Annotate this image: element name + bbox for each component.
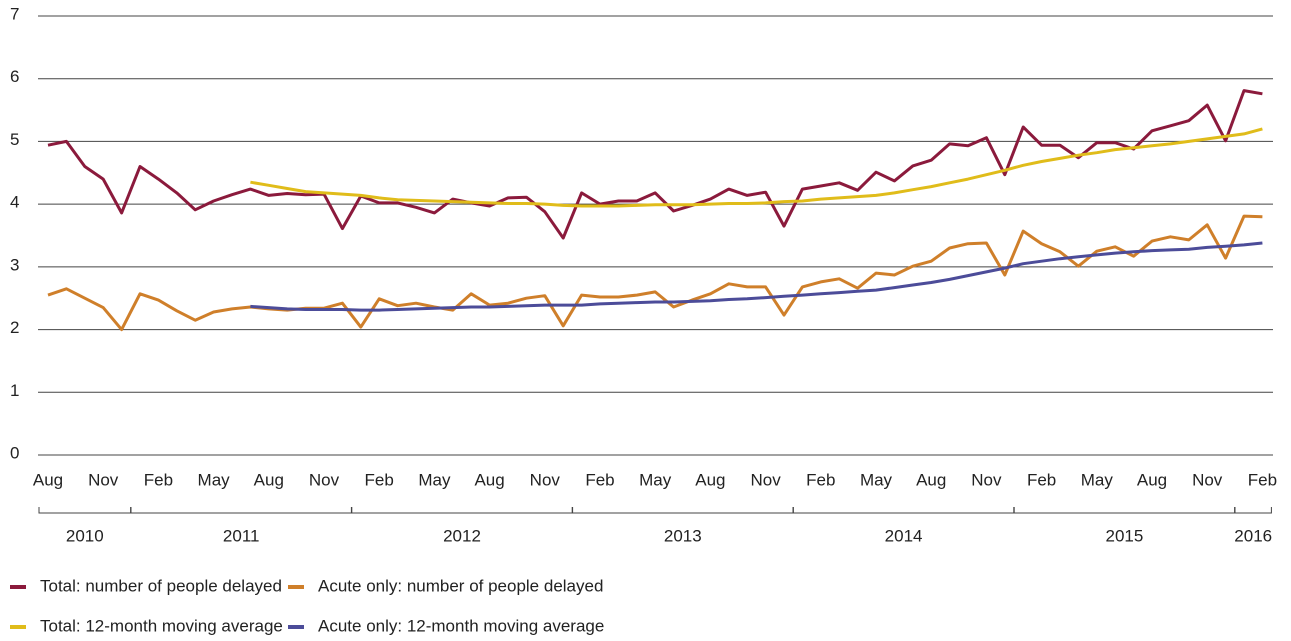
x-tick-label: Nov	[971, 470, 1002, 489]
x-tick-label: Nov	[1192, 470, 1223, 489]
x-tick-label: Feb	[1027, 470, 1056, 489]
year-bracket	[572, 507, 794, 514]
x-tick-label: Feb	[806, 470, 835, 489]
year-label: 2011	[223, 526, 260, 545]
y-tick-label: 5	[10, 130, 19, 149]
y-tick-label: 4	[10, 193, 19, 212]
y-tick-label: 0	[10, 443, 19, 462]
legend-label: Acute only: number of people delayed	[318, 576, 603, 595]
year-label: 2013	[664, 526, 702, 545]
legend-label: Total: 12-month moving average	[40, 616, 283, 635]
year-bracket	[351, 507, 573, 514]
x-tick-label: May	[860, 470, 893, 489]
y-tick-label: 6	[10, 67, 19, 86]
year-bracket	[130, 507, 352, 514]
year-label: 2012	[443, 526, 481, 545]
year-label: 2016	[1234, 526, 1272, 545]
x-tick-label: Aug	[1137, 470, 1167, 489]
x-tick-label: May	[418, 470, 451, 489]
y-tick-label: 1	[10, 381, 19, 400]
y-tick-label: 7	[10, 4, 19, 23]
x-tick-label: Feb	[365, 470, 394, 489]
x-tick-label: Aug	[695, 470, 725, 489]
y-tick-label: 3	[10, 255, 19, 274]
x-tick-label: May	[1081, 470, 1114, 489]
x-tick-label: May	[639, 470, 672, 489]
year-bracket	[792, 507, 1015, 514]
x-tick-label: Feb	[144, 470, 173, 489]
x-tick-label: Aug	[474, 470, 504, 489]
year-label: 2015	[1105, 526, 1143, 545]
x-tick-label: Nov	[750, 470, 781, 489]
legend-label: Acute only: 12-month moving average	[318, 616, 604, 635]
series-line	[250, 127, 1263, 208]
x-tick-label: May	[198, 470, 231, 489]
series-line	[47, 214, 1263, 332]
y-tick-label: 2	[10, 318, 19, 337]
x-tick-label: Feb	[1248, 470, 1277, 489]
x-tick-label: Aug	[254, 470, 284, 489]
x-tick-label: Nov	[88, 470, 119, 489]
x-tick-label: Nov	[530, 470, 561, 489]
year-label: 2010	[66, 526, 104, 545]
series-line	[47, 89, 1263, 240]
series-line	[250, 241, 1263, 312]
year-bracket	[38, 507, 132, 514]
year-bracket	[1234, 507, 1272, 514]
x-tick-label: Feb	[585, 470, 614, 489]
year-bracket	[1013, 507, 1236, 514]
x-tick-label: Aug	[33, 470, 63, 489]
x-tick-label: Nov	[309, 470, 340, 489]
x-tick-label: Aug	[916, 470, 946, 489]
legend-label: Total: number of people delayed	[40, 576, 282, 595]
year-label: 2014	[885, 526, 923, 545]
